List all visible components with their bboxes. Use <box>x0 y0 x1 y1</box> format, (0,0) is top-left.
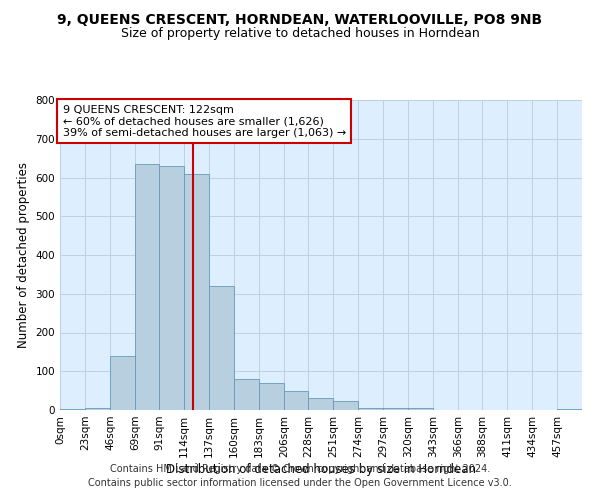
Bar <box>333 402 358 410</box>
Y-axis label: Number of detached properties: Number of detached properties <box>17 162 30 348</box>
Bar <box>209 286 234 410</box>
Text: Contains HM Land Registry data © Crown copyright and database right 2024.
Contai: Contains HM Land Registry data © Crown c… <box>88 464 512 487</box>
Bar <box>110 356 135 410</box>
Bar <box>85 408 110 410</box>
Bar <box>60 409 85 410</box>
Bar <box>184 174 209 410</box>
Bar <box>408 408 433 410</box>
Text: Size of property relative to detached houses in Horndean: Size of property relative to detached ho… <box>121 28 479 40</box>
Bar <box>383 408 408 410</box>
Text: 9, QUEENS CRESCENT, HORNDEAN, WATERLOOVILLE, PO8 9NB: 9, QUEENS CRESCENT, HORNDEAN, WATERLOOVI… <box>58 12 542 26</box>
Text: 9 QUEENS CRESCENT: 122sqm
← 60% of detached houses are smaller (1,626)
39% of se: 9 QUEENS CRESCENT: 122sqm ← 60% of detac… <box>62 104 346 138</box>
X-axis label: Distribution of detached houses by size in Horndean: Distribution of detached houses by size … <box>166 462 476 475</box>
Bar <box>557 409 582 410</box>
Bar <box>259 383 284 410</box>
Bar <box>308 398 333 410</box>
Bar <box>284 390 308 410</box>
Bar <box>159 166 184 410</box>
Bar <box>358 408 383 410</box>
Bar <box>135 164 159 410</box>
Bar <box>234 379 259 410</box>
